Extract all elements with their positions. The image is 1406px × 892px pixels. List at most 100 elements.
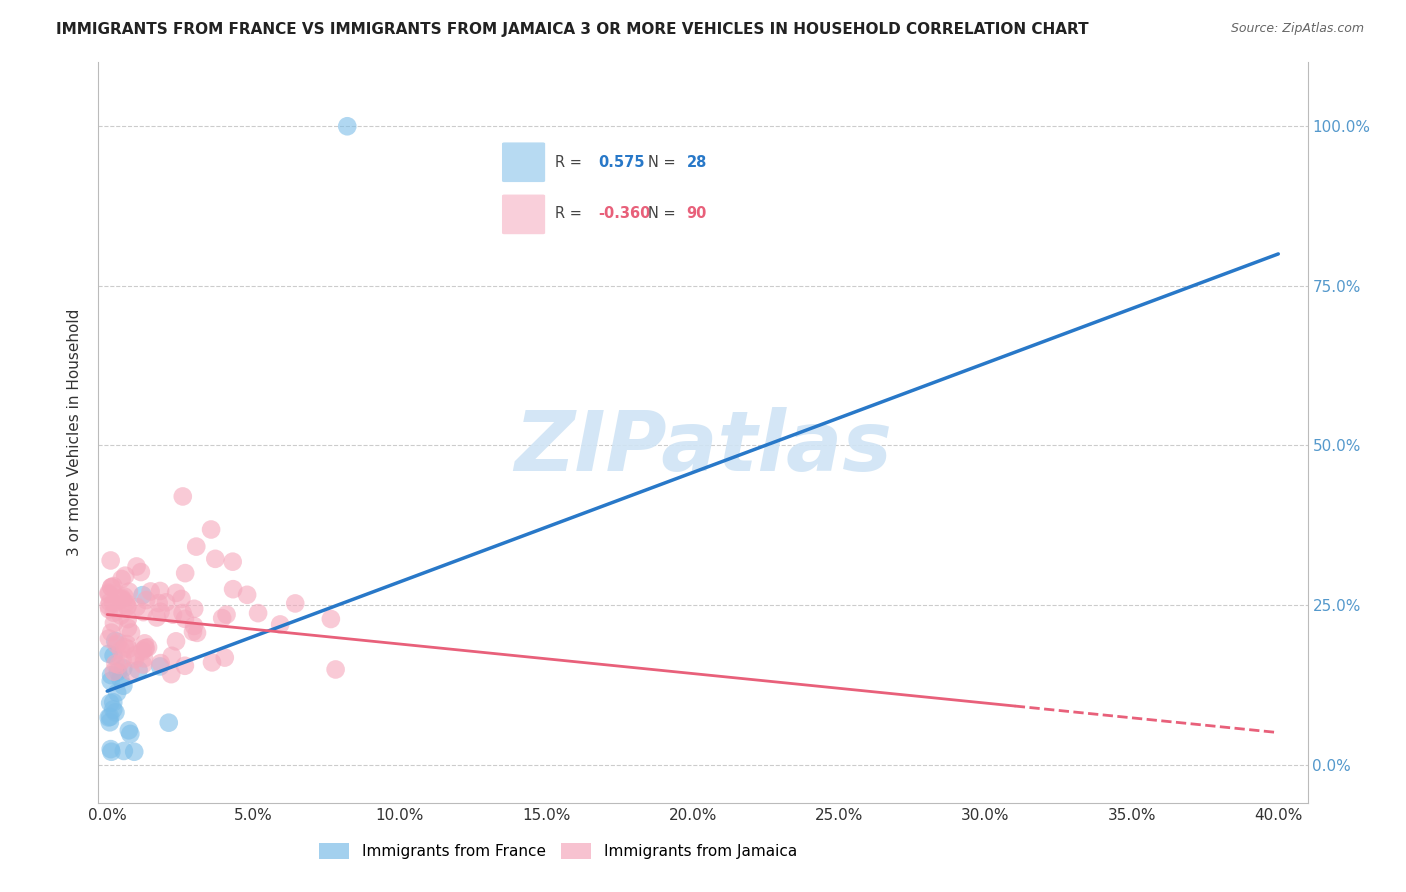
Point bbox=[97, 585, 120, 599]
Point bbox=[135, 593, 157, 607]
Point bbox=[131, 588, 153, 602]
Point bbox=[97, 599, 120, 613]
Text: N =: N = bbox=[648, 206, 681, 220]
Point bbox=[115, 637, 138, 651]
Text: IMMIGRANTS FROM FRANCE VS IMMIGRANTS FROM JAMAICA 3 OR MORE VEHICLES IN HOUSEHOL: IMMIGRANTS FROM FRANCE VS IMMIGRANTS FRO… bbox=[56, 22, 1088, 37]
Point bbox=[149, 659, 172, 673]
Point bbox=[100, 673, 122, 688]
Point bbox=[98, 595, 121, 609]
Point bbox=[135, 641, 157, 656]
Point bbox=[128, 663, 150, 677]
Y-axis label: 3 or more Vehicles in Household: 3 or more Vehicles in Household bbox=[67, 309, 83, 557]
Point bbox=[111, 591, 134, 605]
Point bbox=[118, 584, 141, 599]
Point bbox=[174, 566, 197, 581]
Point bbox=[149, 584, 172, 599]
Point bbox=[247, 606, 270, 620]
Point bbox=[145, 610, 167, 624]
Point bbox=[120, 665, 142, 679]
Point bbox=[97, 710, 120, 724]
Point bbox=[214, 650, 236, 665]
Point bbox=[136, 640, 159, 655]
Text: R =: R = bbox=[555, 206, 586, 220]
Text: 28: 28 bbox=[686, 154, 707, 169]
Point bbox=[269, 617, 291, 632]
Point bbox=[100, 668, 122, 682]
Point bbox=[111, 592, 134, 607]
Point bbox=[103, 702, 125, 716]
Point bbox=[183, 602, 205, 616]
Point bbox=[148, 596, 170, 610]
Point bbox=[110, 591, 132, 606]
Point bbox=[129, 565, 152, 579]
Point bbox=[149, 605, 172, 619]
Point bbox=[139, 584, 162, 599]
Point bbox=[98, 696, 121, 710]
Point bbox=[110, 672, 132, 686]
Point bbox=[104, 633, 127, 648]
Point bbox=[107, 665, 129, 679]
Point bbox=[122, 745, 145, 759]
Point bbox=[162, 607, 184, 622]
Point bbox=[103, 615, 125, 630]
Point bbox=[186, 540, 208, 554]
Point bbox=[284, 596, 307, 610]
Point bbox=[104, 706, 127, 720]
Point bbox=[120, 625, 142, 640]
Text: 0.575: 0.575 bbox=[598, 154, 644, 169]
Point bbox=[165, 634, 187, 648]
Point bbox=[160, 667, 183, 681]
Point bbox=[132, 651, 155, 665]
Point bbox=[124, 648, 146, 662]
Point bbox=[103, 695, 125, 709]
Text: N =: N = bbox=[648, 154, 681, 169]
Point bbox=[108, 657, 131, 672]
Point bbox=[111, 572, 134, 586]
Point bbox=[117, 621, 139, 635]
Point bbox=[100, 625, 122, 640]
Point bbox=[114, 640, 136, 655]
Point bbox=[98, 710, 121, 724]
Point bbox=[112, 679, 135, 693]
Point bbox=[105, 685, 128, 699]
Point bbox=[98, 602, 121, 616]
Text: -0.360: -0.360 bbox=[598, 206, 650, 220]
Point bbox=[211, 611, 233, 625]
Point bbox=[103, 579, 125, 593]
Point bbox=[100, 580, 122, 594]
Point bbox=[100, 742, 122, 756]
Point bbox=[149, 656, 172, 670]
Point bbox=[132, 605, 155, 619]
Point bbox=[200, 523, 222, 537]
Point bbox=[155, 595, 177, 609]
Text: 90: 90 bbox=[686, 206, 707, 220]
Point bbox=[110, 608, 132, 623]
Point bbox=[319, 612, 342, 626]
Point bbox=[124, 652, 146, 666]
Point bbox=[103, 648, 125, 663]
Point bbox=[100, 580, 122, 594]
Point bbox=[236, 588, 259, 602]
Point bbox=[174, 612, 197, 626]
Point bbox=[105, 637, 128, 651]
Point bbox=[103, 665, 125, 679]
Point bbox=[172, 490, 194, 504]
Point bbox=[114, 568, 136, 582]
Point bbox=[97, 587, 120, 601]
Point bbox=[115, 599, 138, 614]
Point bbox=[125, 600, 148, 615]
Point bbox=[103, 606, 125, 620]
Point bbox=[97, 632, 120, 646]
Point bbox=[112, 661, 135, 675]
Point bbox=[160, 648, 183, 663]
Point bbox=[186, 625, 208, 640]
Point bbox=[120, 727, 142, 741]
Point bbox=[181, 624, 204, 639]
Point bbox=[125, 559, 148, 574]
Point bbox=[117, 641, 139, 656]
Point bbox=[117, 612, 139, 626]
Legend: Immigrants from France, Immigrants from Jamaica: Immigrants from France, Immigrants from … bbox=[312, 838, 803, 865]
Point bbox=[173, 658, 195, 673]
Point bbox=[112, 590, 135, 604]
Point bbox=[204, 551, 226, 566]
